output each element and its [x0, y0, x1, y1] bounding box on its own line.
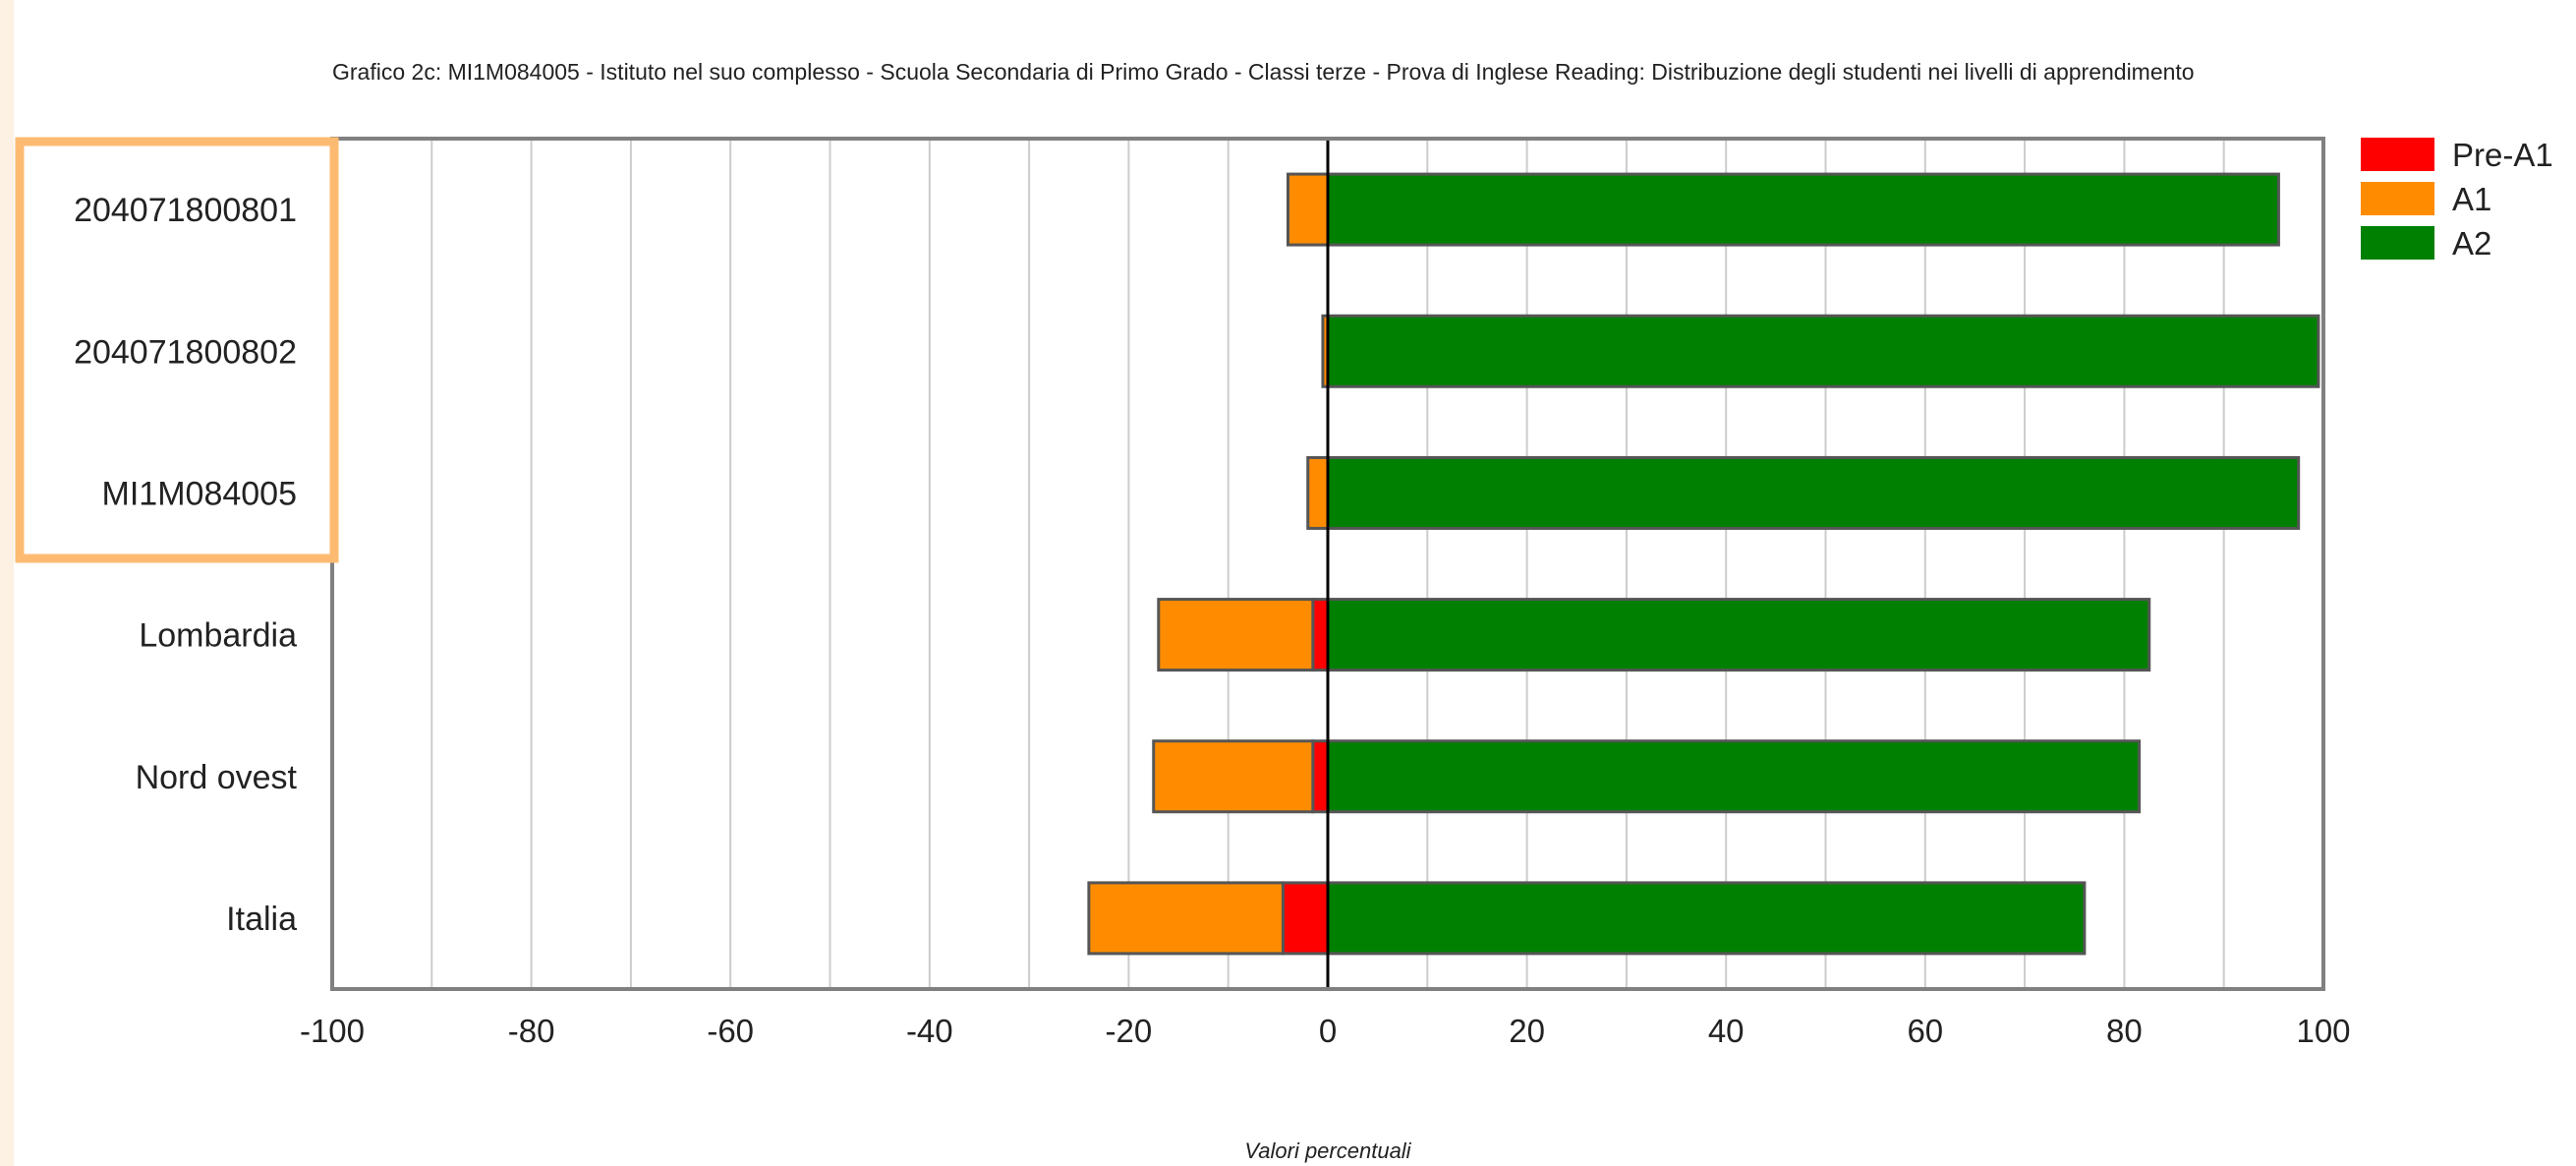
category-label: 204071800801	[74, 192, 297, 229]
plot-frame	[330, 137, 2325, 991]
bar-a2-3	[1326, 598, 2151, 672]
bars	[1087, 172, 2320, 956]
bar-pre-a1-4	[1311, 739, 1330, 814]
x-tick-label: -40	[906, 1013, 953, 1049]
category-label: Italia	[226, 901, 297, 938]
x-tick-label: -20	[1106, 1013, 1153, 1049]
chart-title: Grafico 2c: MI1M084005 - Istituto nel su…	[332, 59, 2195, 85]
bar-a1-3	[1157, 598, 1315, 672]
highlight-box	[15, 137, 339, 563]
x-tick-label: 20	[1509, 1013, 1545, 1049]
bar-pre-a1-3	[1311, 598, 1330, 672]
x-tick-label: 100	[2296, 1013, 2350, 1049]
legend-label: Pre-A1	[2452, 137, 2553, 173]
bar-a1-5	[1087, 881, 1285, 956]
grid-lines	[331, 139, 2324, 989]
x-tick-label: -80	[508, 1013, 555, 1049]
category-label: MI1M084005	[102, 475, 297, 512]
bar-pre-a1-5	[1281, 881, 1330, 956]
legend-swatch-pre-a1	[2361, 138, 2434, 171]
legend-label: A1	[2452, 181, 2491, 217]
left-edge-strip	[0, 0, 14, 1166]
category-label: Nord ovest	[136, 759, 298, 796]
bar-a1-0	[1286, 172, 1330, 247]
x-tick-label: 0	[1319, 1013, 1337, 1049]
x-axis-title: Valori percentuali	[1244, 1138, 1411, 1163]
bar-a2-0	[1326, 172, 2280, 247]
bar-a2-1	[1326, 314, 2320, 388]
bar-a2-5	[1326, 881, 2087, 956]
category-labels: 204071800801 204071800802 MI1M084005 Lombar…	[74, 192, 297, 938]
x-tick-label: 40	[1708, 1013, 1745, 1049]
category-label: Lombardia	[139, 617, 297, 655]
bar-a1-4	[1152, 739, 1315, 814]
legend: Pre-A1 A1 A2	[2361, 137, 2553, 262]
bar-a1-2	[1306, 455, 1330, 530]
category-label: 204071800802	[74, 333, 297, 371]
x-tick-labels: -100 -80 -60 -40 -20 0 20 40 60 80 100	[300, 1013, 2351, 1049]
x-tick-label: 80	[2106, 1013, 2143, 1049]
legend-label: A2	[2452, 225, 2491, 262]
x-tick-label: 60	[1907, 1013, 1943, 1049]
bar-a2-4	[1326, 739, 2142, 814]
x-tick-label: -100	[300, 1013, 365, 1049]
legend-swatch-a2	[2361, 226, 2434, 260]
legend-swatch-a1	[2361, 182, 2434, 215]
x-tick-label: -60	[707, 1013, 754, 1049]
bar-a2-2	[1326, 455, 2301, 530]
